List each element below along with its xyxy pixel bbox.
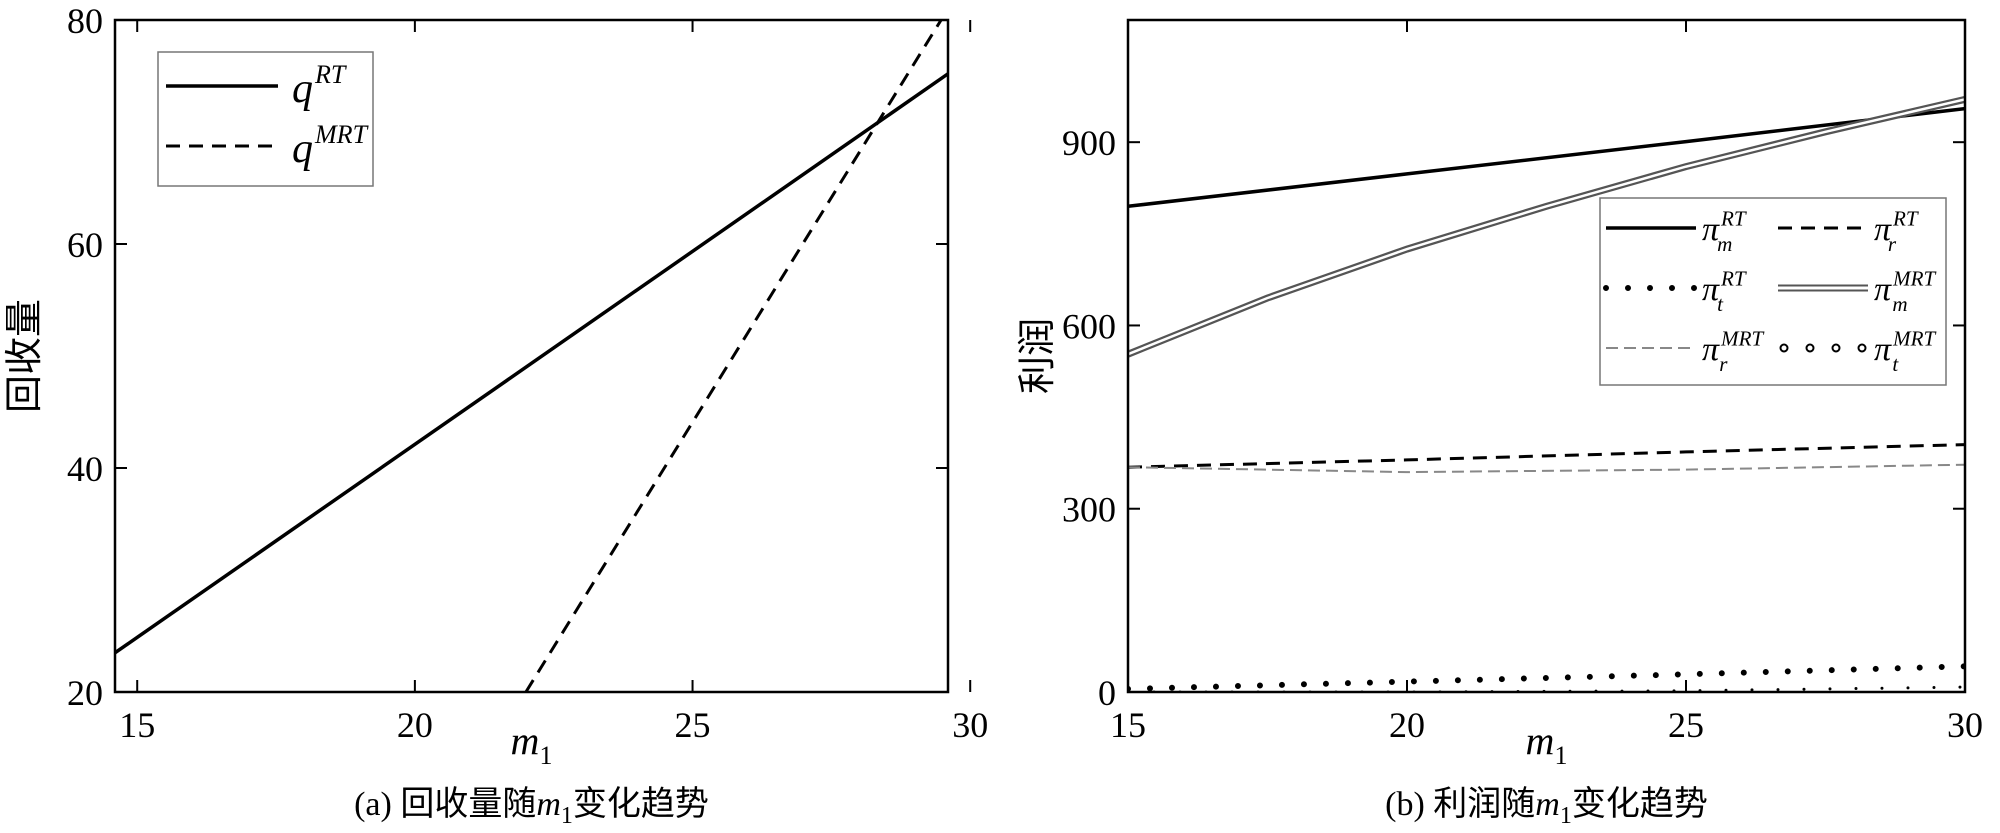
figure-caption: (b) 利润随m1变化趋势 xyxy=(1385,785,1708,829)
legend-label: πRT m xyxy=(1702,207,1747,257)
y-tick-label: 0 xyxy=(1098,673,1116,713)
axes-frame xyxy=(113,18,950,694)
legend-label: qMRT xyxy=(292,120,370,172)
legend-label: πRT r xyxy=(1874,207,1919,257)
figure-caption: (a) 回收量随m1变化趋势 xyxy=(354,785,709,829)
chart-a: 15 20 25 30 20 40 60 80 m1 回收量 (a) 回收量随m1变化趋势 qRT qM… xyxy=(2,1,988,829)
series--m-rt-line xyxy=(1128,106,1965,209)
x-tick-label: 30 xyxy=(952,705,988,745)
legend-item: πRT r xyxy=(1778,207,1919,257)
y-tick-label: 40 xyxy=(67,449,103,489)
series--r-rt-line xyxy=(1128,443,1965,469)
plot-area xyxy=(1128,95,1965,692)
x-tick-label: 15 xyxy=(1110,705,1146,745)
legend-item: πRT m xyxy=(1606,207,1747,257)
y-axis-label: 回收量 xyxy=(2,299,46,413)
x-tick-label: 20 xyxy=(397,705,433,745)
legend-label: πMRT r xyxy=(1702,327,1764,377)
y-tick-label: 60 xyxy=(67,225,103,265)
x-axis-label: m1 xyxy=(511,718,553,770)
x-tick-label: 25 xyxy=(675,705,711,745)
legend-item: πMRT t xyxy=(1779,327,1936,377)
legend-item: πMRT m xyxy=(1778,267,1936,317)
legend-item: πRT t xyxy=(1603,267,1747,317)
legend-label: πMRT t xyxy=(1874,327,1936,377)
y-tick-label: 300 xyxy=(1062,490,1116,530)
series-q-rt-line xyxy=(115,72,948,655)
y-tick-label: 600 xyxy=(1062,306,1116,346)
legend-label: πRT t xyxy=(1702,267,1747,317)
y-tick-label: 80 xyxy=(67,1,103,41)
y-axis-label: 利润 xyxy=(1015,318,1059,394)
legend-item: qRT xyxy=(166,60,348,112)
x-tick-label: 25 xyxy=(1668,705,1704,745)
legend-label: qRT xyxy=(292,60,348,112)
legend-label: πMRT m xyxy=(1874,267,1936,317)
y-tick-label: 900 xyxy=(1062,123,1116,163)
x-tick-label: 20 xyxy=(1389,705,1425,745)
series--t-rt-line xyxy=(1128,663,1965,692)
legend: πRT m πRT r πRT t πMRT m πMRT r πMRT t xyxy=(1599,197,1947,386)
series--r-mrt-line xyxy=(1128,463,1965,474)
x-tick-label: 15 xyxy=(119,705,155,745)
x-tick-label: 30 xyxy=(1947,705,1983,745)
legend-item: qMRT xyxy=(166,120,370,172)
plot-area xyxy=(115,20,948,692)
y-tick-label: 20 xyxy=(67,673,103,713)
axes-frame xyxy=(1126,18,1967,694)
series-q-mrt-line xyxy=(524,20,943,692)
x-axis-label: m1 xyxy=(1526,718,1568,770)
legend-item: πMRT r xyxy=(1606,327,1764,377)
legend: qRT qMRT xyxy=(157,51,374,187)
series--m-mrt-line xyxy=(1128,95,1965,358)
